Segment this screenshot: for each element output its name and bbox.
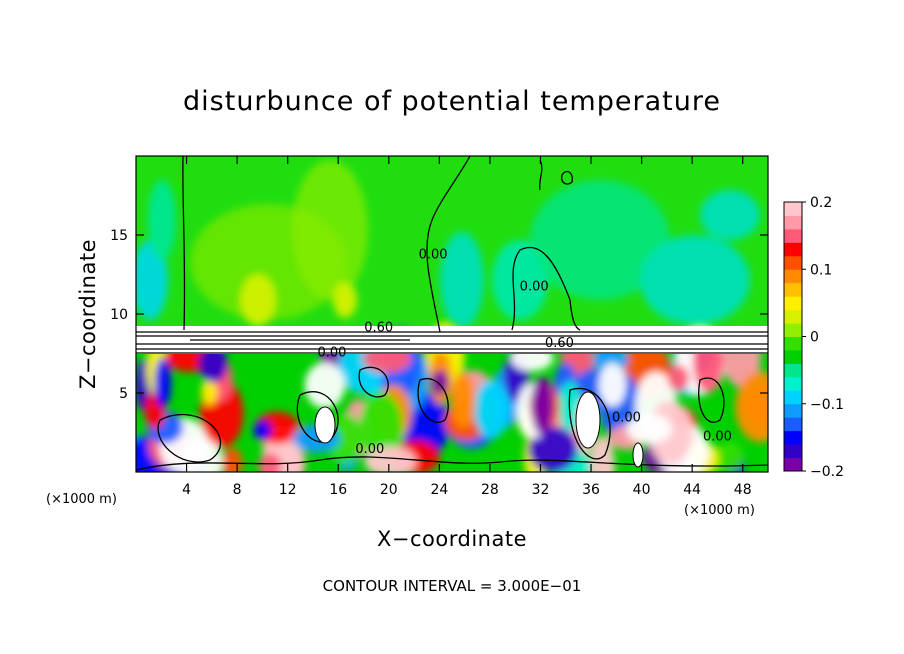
colorbar-swatch-2 [784,430,802,445]
y-tick-label-2: 15 [110,228,128,244]
x-tick-label-4: 20 [380,482,398,498]
colorbar-swatch-6 [784,376,802,391]
x-unit-label-left: (×1000 m) [46,492,117,507]
colorbar-swatch-12 [784,296,802,311]
colorbar-tick-label-0: 0.2 [810,195,832,211]
contour-label-1: 0.00 [317,346,346,361]
contour-label-5: 0.60 [545,336,574,351]
colorbar-swatch-1 [784,444,802,459]
y-tick-label-0: 5 [119,386,128,402]
colorbar-swatch-19 [784,202,802,216]
colorbar-swatch-7 [784,363,802,378]
colorbar-tick-label-3: −0.1 [810,397,844,413]
colorbar-swatch-8 [784,349,802,364]
x-tick-label-7: 32 [532,482,550,498]
colorbar-tick-label-2: 0 [810,330,819,346]
x-tick-label-2: 12 [279,482,297,498]
y-tick-label-1: 10 [110,307,128,323]
x-tick-label-6: 28 [481,482,499,498]
colorbar-swatch-15 [784,255,802,270]
colorbar-swatch-13 [784,282,802,297]
chart-title: disturbunce of potential temperature [183,86,721,117]
contour-label-4: 0.60 [364,320,393,335]
colorbar-tick-label-1: 0.1 [810,262,832,278]
colorbar-tick-label-4: −0.2 [810,464,844,480]
x-tick-label-8: 36 [582,482,600,498]
colorbar-swatch-4 [784,403,802,418]
contour-label-3: 0.00 [520,279,549,294]
x-axis-label: X−coordinate [377,527,527,551]
x-tick-label-0: 4 [182,482,191,498]
contour-interval-note: CONTOUR INTERVAL = 3.000E−01 [322,577,582,595]
colorbar-swatch-10 [784,323,802,337]
x-tick-label-10: 44 [683,482,701,498]
colorbar-swatch-16 [784,242,802,257]
colorbar-swatch-3 [784,417,802,432]
x-tick-label-11: 48 [734,482,752,498]
x-tick-label-3: 16 [329,482,347,498]
x-tick-label-9: 40 [633,482,651,498]
colorbar-swatch-17 [784,228,802,243]
colorbar-swatch-5 [784,390,802,405]
colorbar: 0.2 0.1 0 −0.1 −0.2 [783,195,844,480]
colorbar-swatch-14 [784,269,802,284]
colorbar-swatch-0 [784,457,802,472]
x-tick-label-1: 8 [233,482,242,498]
x-tick-label-5: 24 [430,482,448,498]
contour-label-6: 0.00 [612,410,641,425]
colorbar-swatch-9 [784,336,802,351]
colorbar-swatch-11 [784,309,802,324]
x-unit-label-right: (×1000 m) [684,503,755,518]
contour-label-7: 0.00 [703,429,732,444]
heatmap-field: 0.00 0.00 0.00 0.00 0.60 0.60 0.00 0.00 [136,156,768,472]
colorbar-swatch-18 [784,215,802,230]
contour-label-2: 0.00 [419,248,448,263]
contour-label-0: 0.00 [355,442,384,457]
